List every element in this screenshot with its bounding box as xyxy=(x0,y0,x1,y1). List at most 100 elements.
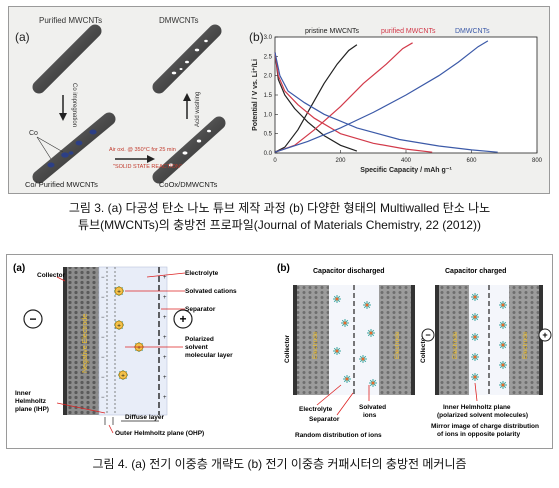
purified-tube xyxy=(32,24,102,94)
x-axis-label: Specific Capacity / mAh g⁻¹ xyxy=(360,167,452,174)
mirror-label-1: Mirror image of charge distribution xyxy=(431,423,539,430)
x-tick-label: 800 xyxy=(532,158,543,164)
y-tick-label: 0.5 xyxy=(264,132,273,138)
ihp-label-1: Inner xyxy=(15,390,31,397)
svg-text:−: − xyxy=(29,312,36,326)
svg-text:+: + xyxy=(163,335,167,341)
inner-plane-label-2: (polarized solvent molecules) xyxy=(437,412,528,419)
legend-pristine: pristine MWCNTs xyxy=(305,28,360,35)
svg-text:+: + xyxy=(163,275,167,281)
electrolyte-region xyxy=(98,266,168,416)
collector-label: Collector xyxy=(37,272,66,279)
negative-charges: − − − − − − − xyxy=(101,275,105,401)
x-tick-label: 600 xyxy=(466,158,477,164)
electrode-right-label: Electrode xyxy=(394,331,401,359)
mirror-label-2: of ions in opposite polarity xyxy=(437,431,520,438)
co-impregnation-arrow xyxy=(59,95,67,121)
random-distribution-label: Random distribution of ions xyxy=(295,432,382,439)
svg-text:−: − xyxy=(425,330,430,340)
air-oxidation-label: Air oxi. @ 350°C for 25 min xyxy=(109,147,176,153)
svg-text:+: + xyxy=(163,315,167,321)
x-tick-label: 0 xyxy=(273,158,277,164)
charged-plus-terminal: + xyxy=(538,328,552,342)
svg-text:−: − xyxy=(101,275,105,281)
electrode-charged-right-label: Electrode xyxy=(522,331,529,359)
polarized-label-3: molecular layer xyxy=(185,352,233,359)
x-tick-label: 400 xyxy=(401,158,412,164)
solvated-ions-label-2: ions xyxy=(363,412,377,419)
charged-capacitor xyxy=(435,285,543,395)
solid-state-label: "SOLID STATE REACTION" xyxy=(113,164,182,170)
figure-3-graphic: (a) Purified MWCNTs DMWCNTs Co xyxy=(15,16,543,189)
solvated-ions-label-1: Solvated xyxy=(359,404,386,411)
right-charges: + + + + + + + xyxy=(163,275,167,401)
series-dmwcnts-charge-line xyxy=(274,40,489,153)
y-tick-label: 0.0 xyxy=(264,151,273,157)
figure-3-caption-line-2: 튜브(MWCNTs)의 충방전 프로파일(Journal of Material… xyxy=(78,218,481,232)
x-tick-label: 200 xyxy=(335,158,346,164)
y-tick-label: 3.0 xyxy=(264,35,273,41)
svg-text:+: + xyxy=(542,330,547,340)
ihp-label-3: plane (IHP) xyxy=(15,406,49,413)
fig3-panel-a-label: (a) xyxy=(15,30,30,44)
acid-washing-label: Acid washing xyxy=(195,92,201,127)
legend-dmwcnts: DMWCNTs xyxy=(455,28,490,35)
collector-right-label: Collector xyxy=(420,334,427,363)
solvated-cations-label: Solvated cations xyxy=(185,288,237,295)
figure-3-caption-line-1: 그림 3. (a) 다공성 탄소 나노 튜브 제작 과정 (b) 다양한 형태의… xyxy=(68,201,491,215)
figure-4-graphic: + (a) Negative Electrod xyxy=(13,263,552,439)
diffuse-layer-label: Diffuse layer xyxy=(125,414,164,421)
svg-text:+: + xyxy=(163,355,167,361)
collector-left-label: Collector xyxy=(284,334,291,363)
fig4-panel-b-label: (b) xyxy=(277,263,290,274)
svg-text:+: + xyxy=(179,312,186,326)
minus-terminal: − xyxy=(23,309,43,329)
electrode-charged-left-label: Electrode xyxy=(452,331,459,359)
y-tick-label: 1.0 xyxy=(264,112,273,118)
separator-label: Separator xyxy=(185,306,216,313)
polarized-label-2: solvent xyxy=(185,344,209,351)
svg-text:−: − xyxy=(101,335,105,341)
co-purified-label: Co/ Purified MWCNTs xyxy=(25,180,98,189)
coox-label: CoOx/DMWCNTs xyxy=(159,180,218,189)
dmwcnts-tube xyxy=(152,24,222,94)
dmwcnts-label: DMWCNTs xyxy=(159,16,199,25)
fig4-panel-a-label: (a) xyxy=(13,263,25,274)
svg-text:+: + xyxy=(163,295,167,301)
electrolyte-label: Electrolyte xyxy=(185,270,219,277)
co-purified-tube xyxy=(32,112,116,184)
charged-label: Capacitor charged xyxy=(445,268,506,275)
svg-text:+: + xyxy=(163,375,167,381)
series-purified-discharge-line xyxy=(274,52,433,153)
figure-3-caption: 그림 3. (a) 다공성 탄소 나노 튜브 제작 과정 (b) 다양한 형태의… xyxy=(0,200,559,234)
series-pristine-charge-line xyxy=(274,44,358,153)
figure-3: (a) Purified MWCNTs DMWCNTs Co xyxy=(8,6,550,194)
series-purified-charge-line xyxy=(274,42,413,153)
y-tick-label: 1.5 xyxy=(264,93,273,99)
discharged-label: Capacitor discharged xyxy=(313,268,385,275)
svg-text:−: − xyxy=(101,355,105,361)
legend-purified: purified MWCNTs xyxy=(381,28,436,35)
polarized-label-1: Polarized xyxy=(185,336,214,343)
svg-text:+: + xyxy=(163,395,167,401)
discharged-capacitor xyxy=(293,285,415,395)
figure-4: + (a) Negative Electrod xyxy=(6,254,553,449)
ohp-label: Outer Helmholtz plane (OHP) xyxy=(115,430,204,437)
figure-4-caption: 그림 4. (a) 전기 이중층 개략도 (b) 전기 이중층 커패시터의 충방… xyxy=(92,457,467,471)
fig3-panel-b-label: (b) xyxy=(249,30,264,44)
svg-text:−: − xyxy=(101,295,105,301)
air-oxidation-arrow xyxy=(115,155,155,163)
coox-tube xyxy=(152,116,226,184)
y-tick-label: 2.0 xyxy=(264,74,273,80)
co-label: Co xyxy=(29,130,38,137)
electrolyte-b-label: Electrolyte xyxy=(299,406,333,413)
svg-text:−: − xyxy=(101,375,105,381)
svg-text:−: − xyxy=(101,395,105,401)
negative-electrode-label: Negative Electrode xyxy=(82,314,89,373)
co-impregnation-label: Co impregnation xyxy=(71,83,77,127)
y-axis-label: Potential / V vs. Li⁺/Li xyxy=(252,59,259,131)
separator-b-label: Separator xyxy=(309,416,340,423)
inner-plane-label-1: Inner Helmholtz plane xyxy=(443,404,511,411)
electrode-left-label: Electrode xyxy=(312,331,319,359)
charged-minus-terminal: − xyxy=(421,328,435,342)
